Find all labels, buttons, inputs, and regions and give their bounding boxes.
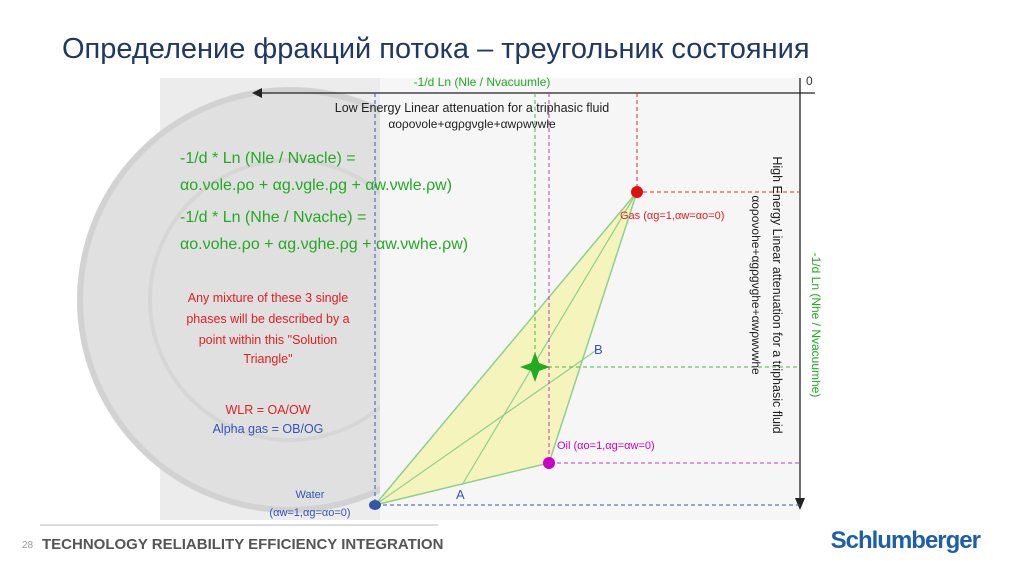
gas-label: Gas (αg=1,αw=αo=0)	[620, 210, 724, 222]
ratio: WLR = OA/OW	[225, 403, 310, 417]
equation: αo.νole.ρo + αg.νgle.ρg + αw.νwle.ρw)	[180, 177, 452, 194]
oil-point	[543, 457, 555, 469]
water-projection	[374, 93, 800, 506]
ratio: Alpha gas = OB/OG	[213, 422, 324, 436]
equation: -1/d * Ln (Nhe / Nvache) =	[180, 209, 366, 226]
axis-arrow	[795, 498, 805, 510]
right-axis-label: -1/d Ln (Nhe / Nvacuumhe)	[809, 253, 823, 398]
page-number: 28	[22, 540, 34, 551]
point-b-label: B	[594, 342, 603, 357]
origin-label: 0	[806, 74, 813, 88]
equation: -1/d * Ln (Nle / Nvacle) =	[180, 150, 356, 167]
low-energy-formula: αoρoνole+αgρgνgle+αwρwνwle	[388, 117, 556, 131]
mixture-point	[520, 352, 550, 382]
brand-logo: Schlumberger	[831, 527, 981, 554]
high-energy-title: High Energy Linear attenuation for a tri…	[770, 156, 784, 433]
point-a-label: A	[456, 487, 465, 502]
top-axis-label: -1/d Ln (Nle / Nvacuumle)	[414, 75, 551, 89]
note-line: phases will be described by a	[186, 312, 349, 326]
water-label: (αw=1,αg=αo=0)	[269, 507, 350, 519]
low-energy-title: Low Energy Linear attenuation for a trip…	[335, 101, 610, 115]
slide-title: Определение фракций потока – треугольник…	[62, 33, 810, 65]
water-point	[369, 500, 381, 510]
high-energy-formula: αoρoνohe+αgρgνghe+αwρwνwhe	[749, 195, 763, 375]
note-line: point within this "Solution	[199, 333, 338, 347]
equation: αo.νohe.ρo + αg.νghe.ρg + αw.νwhe.ρw)	[180, 236, 468, 253]
water-label: Water	[296, 489, 325, 501]
oil-label: Oil (αo=1,αg=αw=0)	[557, 440, 655, 452]
note-line: Any mixture of these 3 single	[188, 291, 349, 305]
triangle-line-ob	[374, 348, 599, 506]
slogan: TECHNOLOGY RELIABILITY EFFICIENCY INTEGR…	[42, 536, 443, 553]
gas-point	[631, 186, 643, 198]
note-line: Triangle"	[243, 352, 292, 366]
axis-arrow	[252, 88, 262, 98]
